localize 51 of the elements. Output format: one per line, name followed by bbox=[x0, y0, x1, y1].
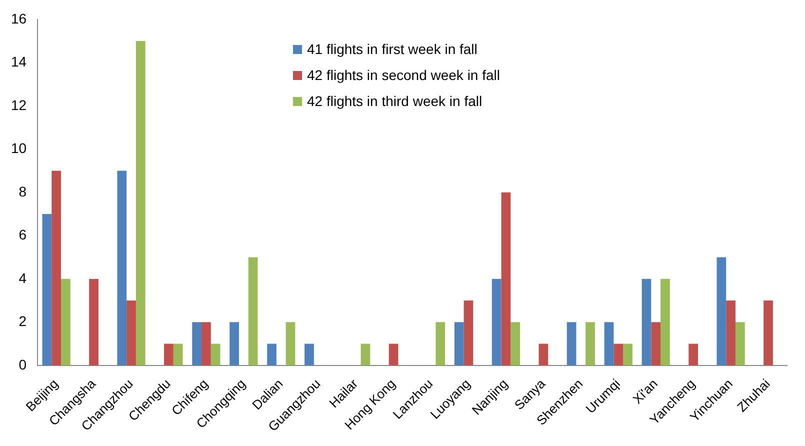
bar bbox=[716, 257, 726, 366]
bar bbox=[60, 278, 70, 366]
bar bbox=[726, 300, 736, 366]
bar bbox=[604, 322, 614, 366]
bar bbox=[117, 170, 127, 366]
bar bbox=[454, 322, 464, 366]
bar bbox=[388, 344, 398, 366]
legend-label: 41 flights in first week in fall bbox=[307, 40, 478, 59]
bar bbox=[210, 344, 220, 366]
y-tick-label: 4 bbox=[18, 270, 27, 286]
bar bbox=[501, 192, 511, 366]
y-tick-label: 10 bbox=[10, 140, 27, 156]
y-tick-label: 12 bbox=[10, 96, 27, 113]
bar bbox=[436, 322, 446, 366]
bar bbox=[538, 344, 548, 366]
y-tick-label: 14 bbox=[10, 54, 27, 70]
bar bbox=[230, 322, 239, 366]
bar bbox=[651, 322, 661, 366]
bar bbox=[510, 322, 520, 366]
bar bbox=[173, 344, 183, 366]
bar bbox=[566, 322, 576, 366]
bar bbox=[304, 344, 314, 366]
bar bbox=[492, 278, 502, 366]
bar bbox=[623, 344, 632, 366]
bar bbox=[286, 322, 296, 366]
bar bbox=[360, 344, 370, 366]
y-tick-label: 2 bbox=[18, 313, 27, 330]
bar bbox=[52, 170, 61, 366]
y-tick-label: 6 bbox=[18, 226, 27, 243]
bar bbox=[42, 214, 52, 366]
bar bbox=[660, 278, 670, 366]
legend-label: 42 flights in second week in fall bbox=[307, 66, 500, 85]
bar bbox=[688, 344, 698, 366]
bar bbox=[164, 344, 174, 366]
bar bbox=[126, 300, 136, 366]
bar bbox=[642, 278, 652, 366]
y-tick-label: 0 bbox=[18, 356, 27, 372]
bar bbox=[192, 322, 202, 366]
y-tick-label: 16 bbox=[10, 10, 27, 26]
legend-label: 42 flights in third week in fall bbox=[307, 92, 482, 111]
bar bbox=[136, 41, 146, 366]
bar bbox=[764, 300, 773, 366]
bar bbox=[267, 344, 276, 366]
bar bbox=[202, 322, 211, 366]
bar bbox=[248, 257, 258, 366]
bar bbox=[614, 344, 624, 366]
bar bbox=[735, 322, 745, 366]
y-tick-label: 8 bbox=[18, 183, 27, 200]
bar bbox=[464, 300, 474, 366]
bar bbox=[89, 278, 98, 366]
bar bbox=[586, 322, 595, 366]
